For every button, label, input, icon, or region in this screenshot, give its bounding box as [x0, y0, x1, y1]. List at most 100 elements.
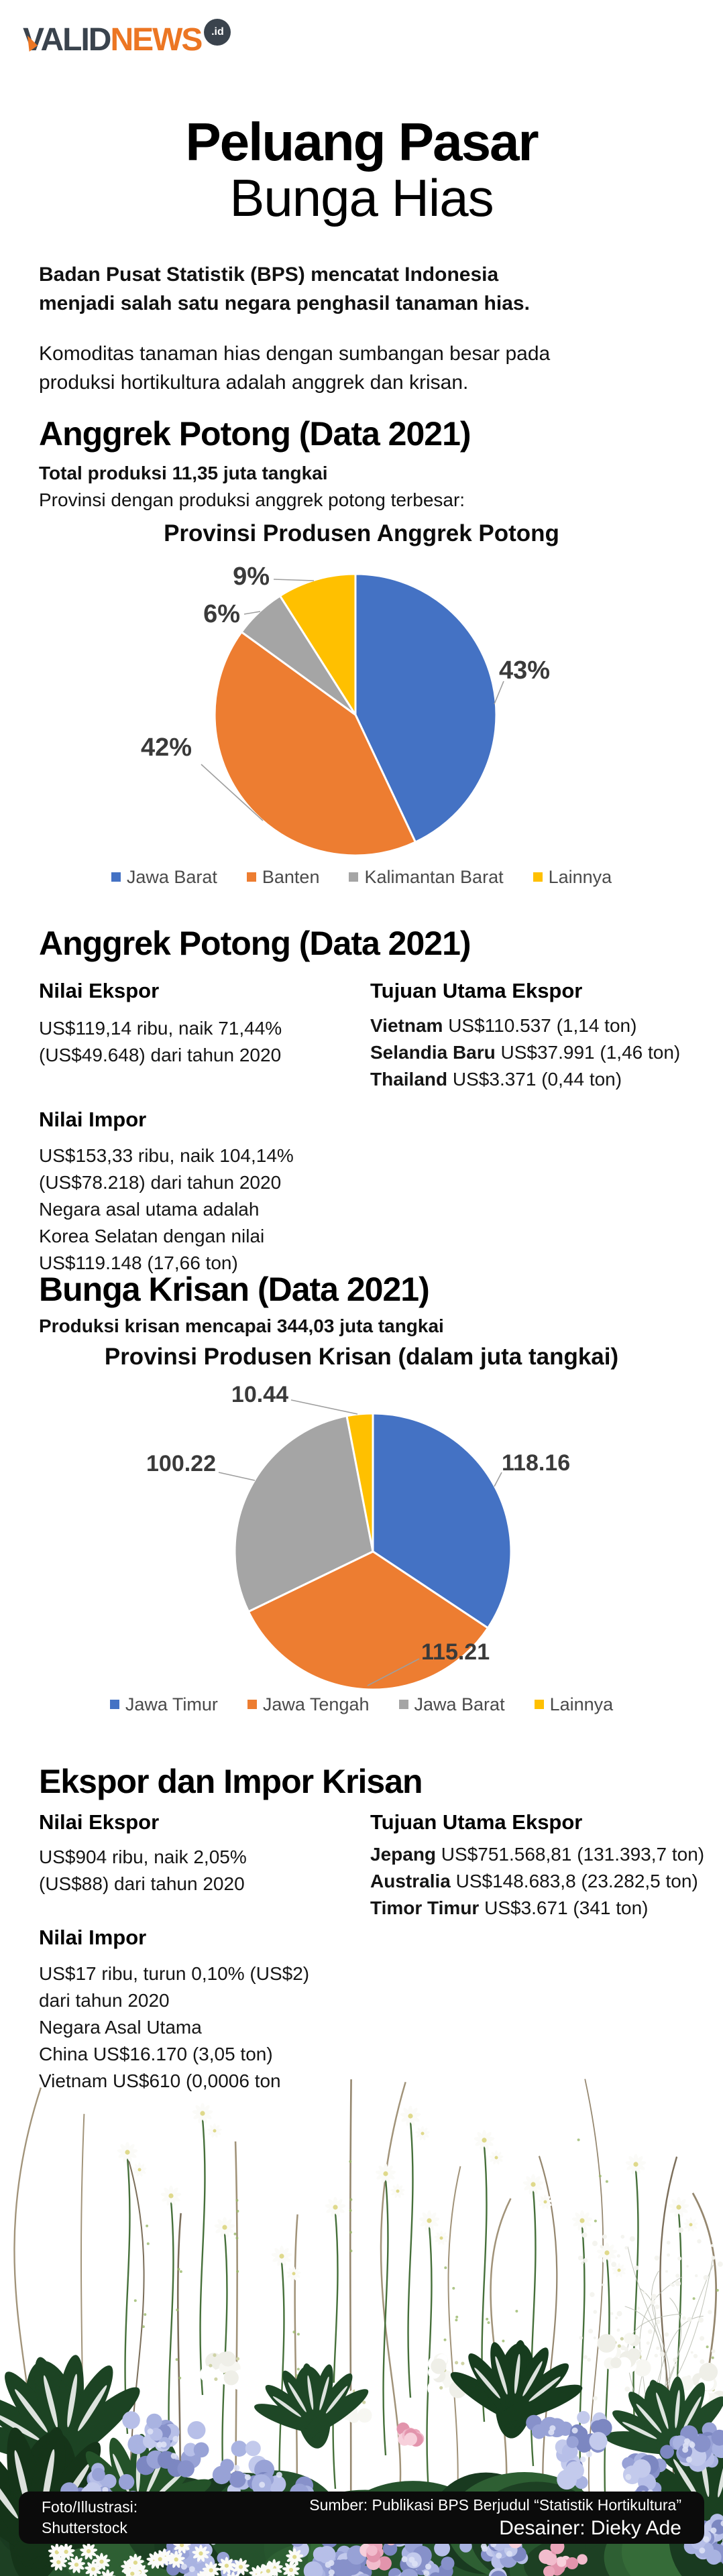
flower-shape — [443, 2338, 447, 2341]
flower-shape — [703, 2275, 709, 2280]
flower-shape — [349, 2160, 352, 2163]
pie-slice-lainnya — [279, 573, 357, 716]
flower-shape — [577, 2554, 588, 2565]
flower-shape — [423, 2570, 430, 2576]
flower-shape — [617, 2268, 621, 2272]
source-text: Sumber: Publikasi BPS Berjudul “Statisti… — [309, 2496, 681, 2514]
flower-shape — [177, 2268, 180, 2271]
krisan-nilai-impor-text: US$17 ribu, turun 0,10% (US$2) dari tahu… — [39, 1963, 310, 2091]
intro-paragraph: Komoditas tanaman hias dengan sumbangan … — [39, 343, 551, 394]
flower-shape — [235, 2357, 240, 2361]
trade-row: Vietnam US$110.537 (1,14 ton) — [370, 1012, 680, 1039]
flower-shape — [102, 2487, 109, 2494]
flower-shape — [214, 2377, 218, 2381]
flower-shape — [377, 2556, 392, 2571]
flower-shape — [656, 2346, 660, 2350]
legend-swatch-icon — [533, 872, 543, 882]
flower-shape — [664, 2332, 669, 2337]
flower-shape — [597, 2334, 616, 2353]
flower-shape — [349, 2231, 352, 2234]
flower-shape — [571, 2427, 578, 2434]
flower-shape — [259, 2481, 266, 2488]
flower-shape — [99, 2559, 104, 2564]
flower-shape — [213, 2129, 217, 2133]
flower-shape — [600, 2245, 604, 2249]
flower-shape — [650, 2300, 656, 2305]
flower-shape — [506, 2551, 512, 2557]
country-value: US$3.671 (341 ton) — [479, 1897, 649, 1918]
country-value: US$110.537 (1,14 ton) — [443, 1015, 637, 1036]
legend-item-jawa-barat: Jawa Barat — [111, 867, 217, 888]
anggrek-nilai-ekspor-title: Nilai Ekspor — [39, 979, 160, 1002]
trade-row: Thailand US$3.371 (0,44 ton) — [370, 1066, 680, 1093]
legend-swatch-icon — [109, 1700, 119, 1709]
label-leader-line — [243, 611, 261, 615]
legend-item-lainnya: Lainnya — [534, 1694, 613, 1715]
flower-shape — [170, 2453, 177, 2459]
flower-shape — [671, 2284, 675, 2287]
flower-shape — [366, 2545, 378, 2556]
daisy-petal-shape — [197, 2573, 205, 2576]
flower-shape — [594, 2219, 597, 2223]
flower-shape — [557, 2557, 567, 2567]
flower-shape — [412, 2561, 418, 2567]
flower-shape — [677, 2256, 682, 2261]
flower-shape — [482, 2545, 488, 2552]
flower-shape — [87, 2549, 91, 2554]
flower-shape — [592, 2396, 598, 2401]
pie-chart-anggrek: 43% 42% 6% 9% — [141, 563, 550, 857]
flower-shape — [292, 2272, 296, 2276]
flower-shape — [292, 2331, 296, 2334]
section-heading-krisan-trade: Ekspor dan Impor Krisan — [39, 1763, 423, 1800]
daisy-petal-shape — [199, 2571, 207, 2576]
flower-shape — [486, 2317, 489, 2321]
flower-shape — [710, 2243, 714, 2247]
flower-shape — [425, 2563, 431, 2570]
flower-shape — [175, 2358, 178, 2361]
flower-shape — [699, 2362, 718, 2382]
flower-shape — [673, 2363, 677, 2367]
flower-shape — [706, 2345, 709, 2349]
flower-shape — [490, 2571, 506, 2576]
flower-shape — [711, 2349, 716, 2353]
label-leader-line — [494, 1472, 502, 1487]
flower-shape — [675, 2280, 681, 2286]
anggrek-nilai-impor-text: US$153,33 ribu, naik 104,14% (US$78.218)… — [39, 1145, 294, 1273]
flower-shape — [231, 2441, 247, 2457]
daisy-petal-shape — [227, 2573, 234, 2576]
flower-shape — [178, 2376, 182, 2380]
pie-data-label: 9% — [233, 563, 270, 591]
chart1-title: Provinsi Produsen Anggrek Potong — [164, 520, 559, 546]
flower-shape — [655, 2319, 661, 2325]
flower-shape — [408, 2557, 415, 2563]
flower-shape — [439, 2236, 443, 2240]
krisan-tujuan-title: Tujuan Utama Ekspor — [370, 1810, 583, 1834]
flower-shape — [711, 2356, 714, 2359]
flower-shape — [236, 2270, 239, 2273]
flower-shape — [233, 2465, 240, 2471]
country-value: US$37.991 (1,46 ton) — [495, 1042, 681, 1063]
flower-shape — [675, 2274, 680, 2278]
flower-shape — [224, 2563, 229, 2568]
flower-shape — [634, 2265, 639, 2270]
flower-shape — [199, 2551, 203, 2556]
flower-shape — [220, 2351, 236, 2367]
country-value: US$751.568,81 (131.393,7 ton) — [436, 1844, 705, 1865]
flower-shape — [676, 2205, 681, 2210]
trade-row: Jepang US$751.568,81 (131.393,7 ton) — [370, 1841, 704, 1868]
flower-shape — [179, 2270, 182, 2273]
flower-shape — [180, 2563, 187, 2570]
label-leader-line — [367, 1658, 420, 1686]
stem-shape — [382, 2178, 389, 2456]
pie-slice-lainnya — [345, 1412, 374, 1553]
flower-shape — [689, 2223, 693, 2227]
flower-shape — [177, 2460, 194, 2477]
flower-shape — [592, 2241, 598, 2246]
photo-credit-line2: Shutterstock — [42, 2519, 127, 2536]
flower-shape — [146, 2224, 149, 2227]
flower-shape — [133, 2299, 137, 2302]
flower-shape — [213, 2353, 217, 2357]
flower-shape — [624, 2347, 629, 2351]
page-title-line2: Bunga Hias — [229, 168, 494, 227]
